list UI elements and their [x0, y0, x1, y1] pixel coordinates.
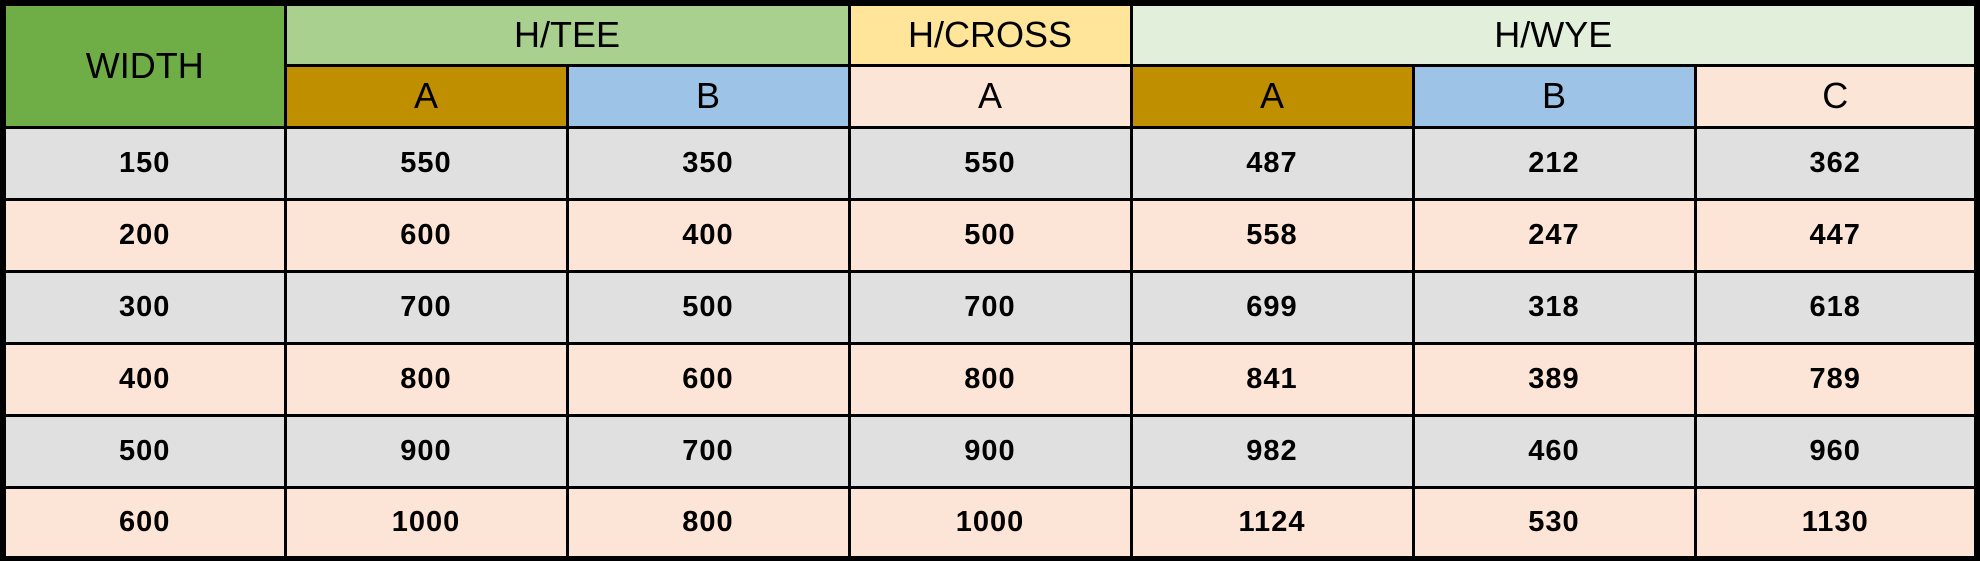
subheader-hcross-a: A: [847, 63, 1133, 129]
header-h-tee: H/TEE: [283, 1, 851, 67]
data-cell: 982: [1129, 413, 1415, 489]
data-cell: 800: [847, 341, 1133, 417]
data-cell: 960: [1693, 413, 1979, 489]
data-cell: 900: [283, 413, 569, 489]
data-cell: 318: [1411, 269, 1697, 345]
data-cell: 700: [565, 413, 851, 489]
table-row: 500 900 700 900 982 460 960: [1, 413, 1979, 489]
row-width-value: 200: [1, 197, 287, 273]
header-h-wye: H/WYE: [1129, 1, 1979, 67]
data-cell: 1000: [847, 485, 1133, 561]
data-cell: 900: [847, 413, 1133, 489]
table-row: 150 550 350 550 487 212 362: [1, 125, 1979, 201]
data-cell: 500: [847, 197, 1133, 273]
table-row: 400 800 600 800 841 389 789: [1, 341, 1979, 417]
row-width-value: 500: [1, 413, 287, 489]
subheader-hwye-a: A: [1129, 63, 1415, 129]
subheader-htee-a: A: [283, 63, 569, 129]
data-cell: 1130: [1693, 485, 1979, 561]
table-header: WIDTH H/TEE H/CROSS H/WYE A B A A B C: [1, 1, 1979, 129]
data-cell: 389: [1411, 341, 1697, 417]
row-width-value: 150: [1, 125, 287, 201]
row-width-value: 600: [1, 485, 287, 561]
data-cell: 500: [565, 269, 851, 345]
data-cell: 699: [1129, 269, 1415, 345]
row-width-value: 400: [1, 341, 287, 417]
data-cell: 1000: [283, 485, 569, 561]
subheader-hwye-c: C: [1693, 63, 1979, 129]
data-cell: 841: [1129, 341, 1415, 417]
data-cell: 212: [1411, 125, 1697, 201]
data-cell: 447: [1693, 197, 1979, 273]
data-cell: 460: [1411, 413, 1697, 489]
row-width-value: 300: [1, 269, 287, 345]
data-cell: 362: [1693, 125, 1979, 201]
data-cell: 247: [1411, 197, 1697, 273]
data-cell: 400: [565, 197, 851, 273]
data-cell: 550: [283, 125, 569, 201]
table-row: 300 700 500 700 699 318 618: [1, 269, 1979, 345]
data-cell: 700: [847, 269, 1133, 345]
header-h-cross: H/CROSS: [847, 1, 1133, 67]
data-cell: 600: [283, 197, 569, 273]
data-cell: 1124: [1129, 485, 1415, 561]
table-row: 600 1000 800 1000 1124 530 1130: [1, 485, 1979, 561]
subheader-hwye-b: B: [1411, 63, 1697, 129]
data-cell: 700: [283, 269, 569, 345]
table-body: 150 550 350 550 487 212 362 200 600 400 500 558 247 4…: [1, 125, 1979, 561]
data-cell: 558: [1129, 197, 1415, 273]
subheader-htee-b: B: [565, 63, 851, 129]
table-row: 200 600 400 500 558 247 447: [1, 197, 1979, 273]
data-cell: 800: [565, 485, 851, 561]
data-cell: 350: [565, 125, 851, 201]
data-cell: 530: [1411, 485, 1697, 561]
data-cell: 789: [1693, 341, 1979, 417]
data-cell: 600: [565, 341, 851, 417]
data-cell: 618: [1693, 269, 1979, 345]
header-group-row: WIDTH H/TEE H/CROSS H/WYE: [1, 1, 1979, 129]
data-cell: 487: [1129, 125, 1415, 201]
data-cell: 800: [283, 341, 569, 417]
header-width: WIDTH: [1, 1, 287, 129]
data-cell: 550: [847, 125, 1133, 201]
